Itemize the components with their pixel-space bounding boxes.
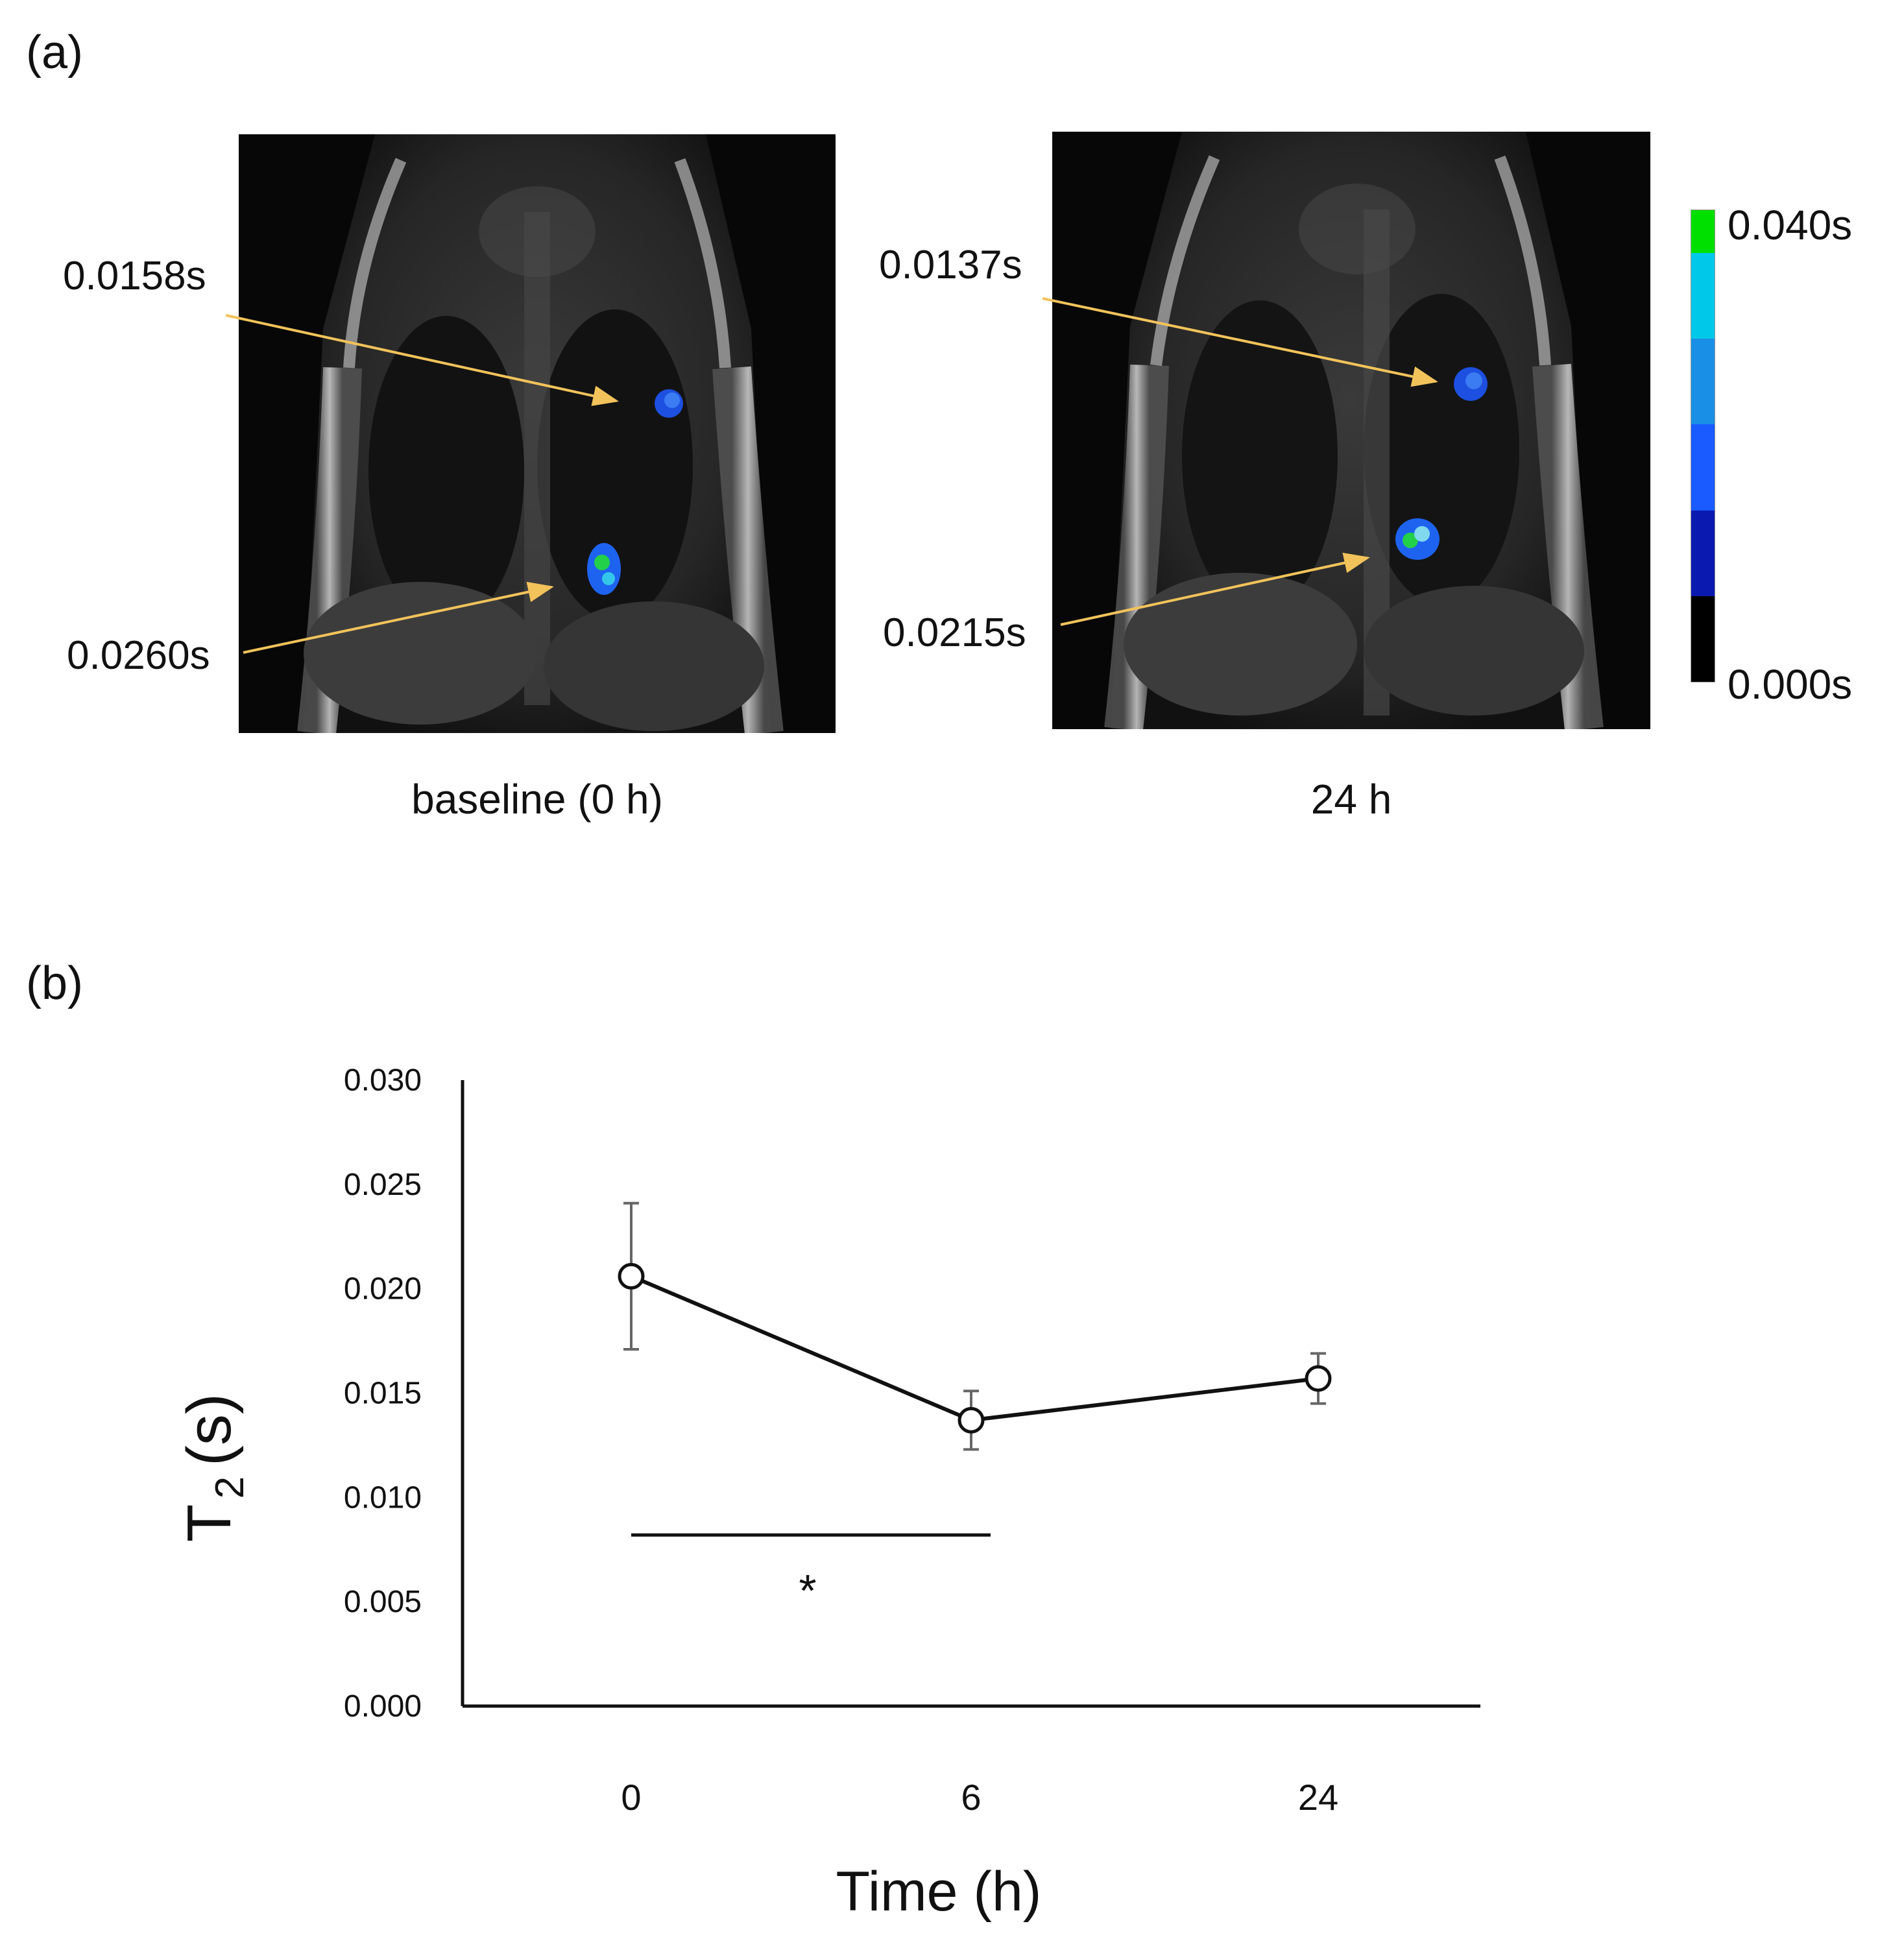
y-axis-title-sub: 2 — [208, 1476, 252, 1499]
arrow-0137 — [1042, 297, 1438, 387]
y-tick-label: 0.030 — [344, 1063, 422, 1098]
arrow-0260 — [243, 581, 554, 654]
y-tick-label: 0.010 — [344, 1480, 422, 1515]
value-label-0260: 0.0260s — [67, 633, 210, 678]
value-label-0137: 0.0137s — [879, 243, 1022, 287]
x-tick-label: 0 — [621, 1777, 641, 1818]
colorbar-segment — [1691, 210, 1715, 254]
y-tick-label: 0.005 — [344, 1585, 422, 1619]
y-tick-label: 0.020 — [344, 1272, 422, 1306]
colorbar-segment — [1691, 253, 1715, 339]
data-point — [618, 1262, 645, 1290]
svg-text:T2(s): T 2 (s) — [175, 1393, 252, 1542]
caption-24h: 24 h — [1310, 776, 1392, 823]
y-axis-title: T 2 (s) — [175, 1393, 252, 1542]
y-axis-title-main: T — [175, 1504, 244, 1542]
value-label-0158: 0.0158s — [63, 254, 206, 298]
x-axis-title: Time (h) — [836, 1860, 1042, 1923]
colorbar-segment — [1691, 424, 1715, 511]
caption-baseline: baseline (0 h) — [411, 776, 663, 823]
colorbar-segment — [1691, 339, 1715, 425]
colorbar-segment — [1691, 596, 1715, 682]
series-line-t2 — [630, 1274, 1319, 1423]
data-point — [958, 1406, 985, 1434]
y-axis-title-unit: (s) — [175, 1393, 244, 1466]
y-tick-label: 0.025 — [344, 1168, 422, 1202]
arrow-0215 — [1060, 553, 1370, 626]
mri-image-baseline — [239, 134, 836, 733]
value-label-0215: 0.0215s — [883, 610, 1026, 655]
y-tick-label: 0.015 — [344, 1377, 422, 1411]
x-tick-label: 6 — [961, 1777, 981, 1818]
x-tick-label: 24 — [1298, 1777, 1338, 1818]
t2-chart: 0.000 0.005 0.010 0.015 0.020 0.025 0.030 0 6 24… — [175, 1063, 1480, 1923]
colorbar-segment — [1691, 510, 1715, 596]
panel-a-label: (a) — [26, 27, 83, 78]
colorbar-max-label: 0.040s — [1728, 202, 1853, 248]
significance-asterisk: * — [799, 1565, 816, 1616]
mri-image-24h — [1052, 132, 1650, 729]
colorbar — [1691, 210, 1715, 682]
y-tick-label: 0.000 — [344, 1689, 422, 1724]
panel-b-label: (b) — [26, 957, 83, 1009]
colorbar-min-label: 0.000s — [1728, 661, 1853, 708]
arrow-0158 — [225, 314, 619, 406]
data-point — [1305, 1365, 1332, 1392]
